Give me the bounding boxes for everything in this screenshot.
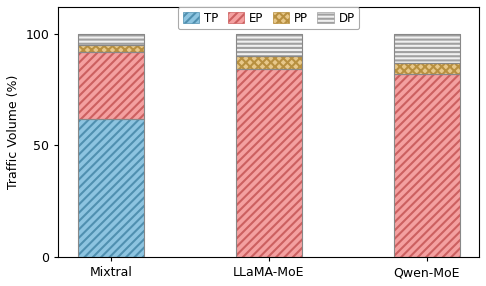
Bar bbox=[78, 119, 144, 257]
Bar bbox=[236, 56, 302, 69]
Bar bbox=[236, 56, 302, 69]
Bar bbox=[78, 34, 144, 45]
Bar bbox=[236, 34, 302, 56]
Bar bbox=[236, 69, 302, 257]
Bar bbox=[78, 45, 144, 51]
Bar bbox=[78, 51, 144, 119]
Y-axis label: Traffic Volume (%): Traffic Volume (%) bbox=[7, 75, 20, 189]
Bar bbox=[394, 34, 460, 63]
Bar bbox=[394, 74, 460, 257]
Bar bbox=[394, 34, 460, 63]
Legend: TP, EP, PP, DP: TP, EP, PP, DP bbox=[178, 7, 360, 29]
Bar bbox=[394, 63, 460, 74]
Bar bbox=[78, 51, 144, 119]
Bar bbox=[78, 119, 144, 257]
Bar bbox=[394, 63, 460, 74]
Bar bbox=[78, 45, 144, 51]
Bar bbox=[78, 34, 144, 45]
Bar bbox=[236, 69, 302, 257]
Bar bbox=[394, 74, 460, 257]
Bar bbox=[236, 34, 302, 56]
